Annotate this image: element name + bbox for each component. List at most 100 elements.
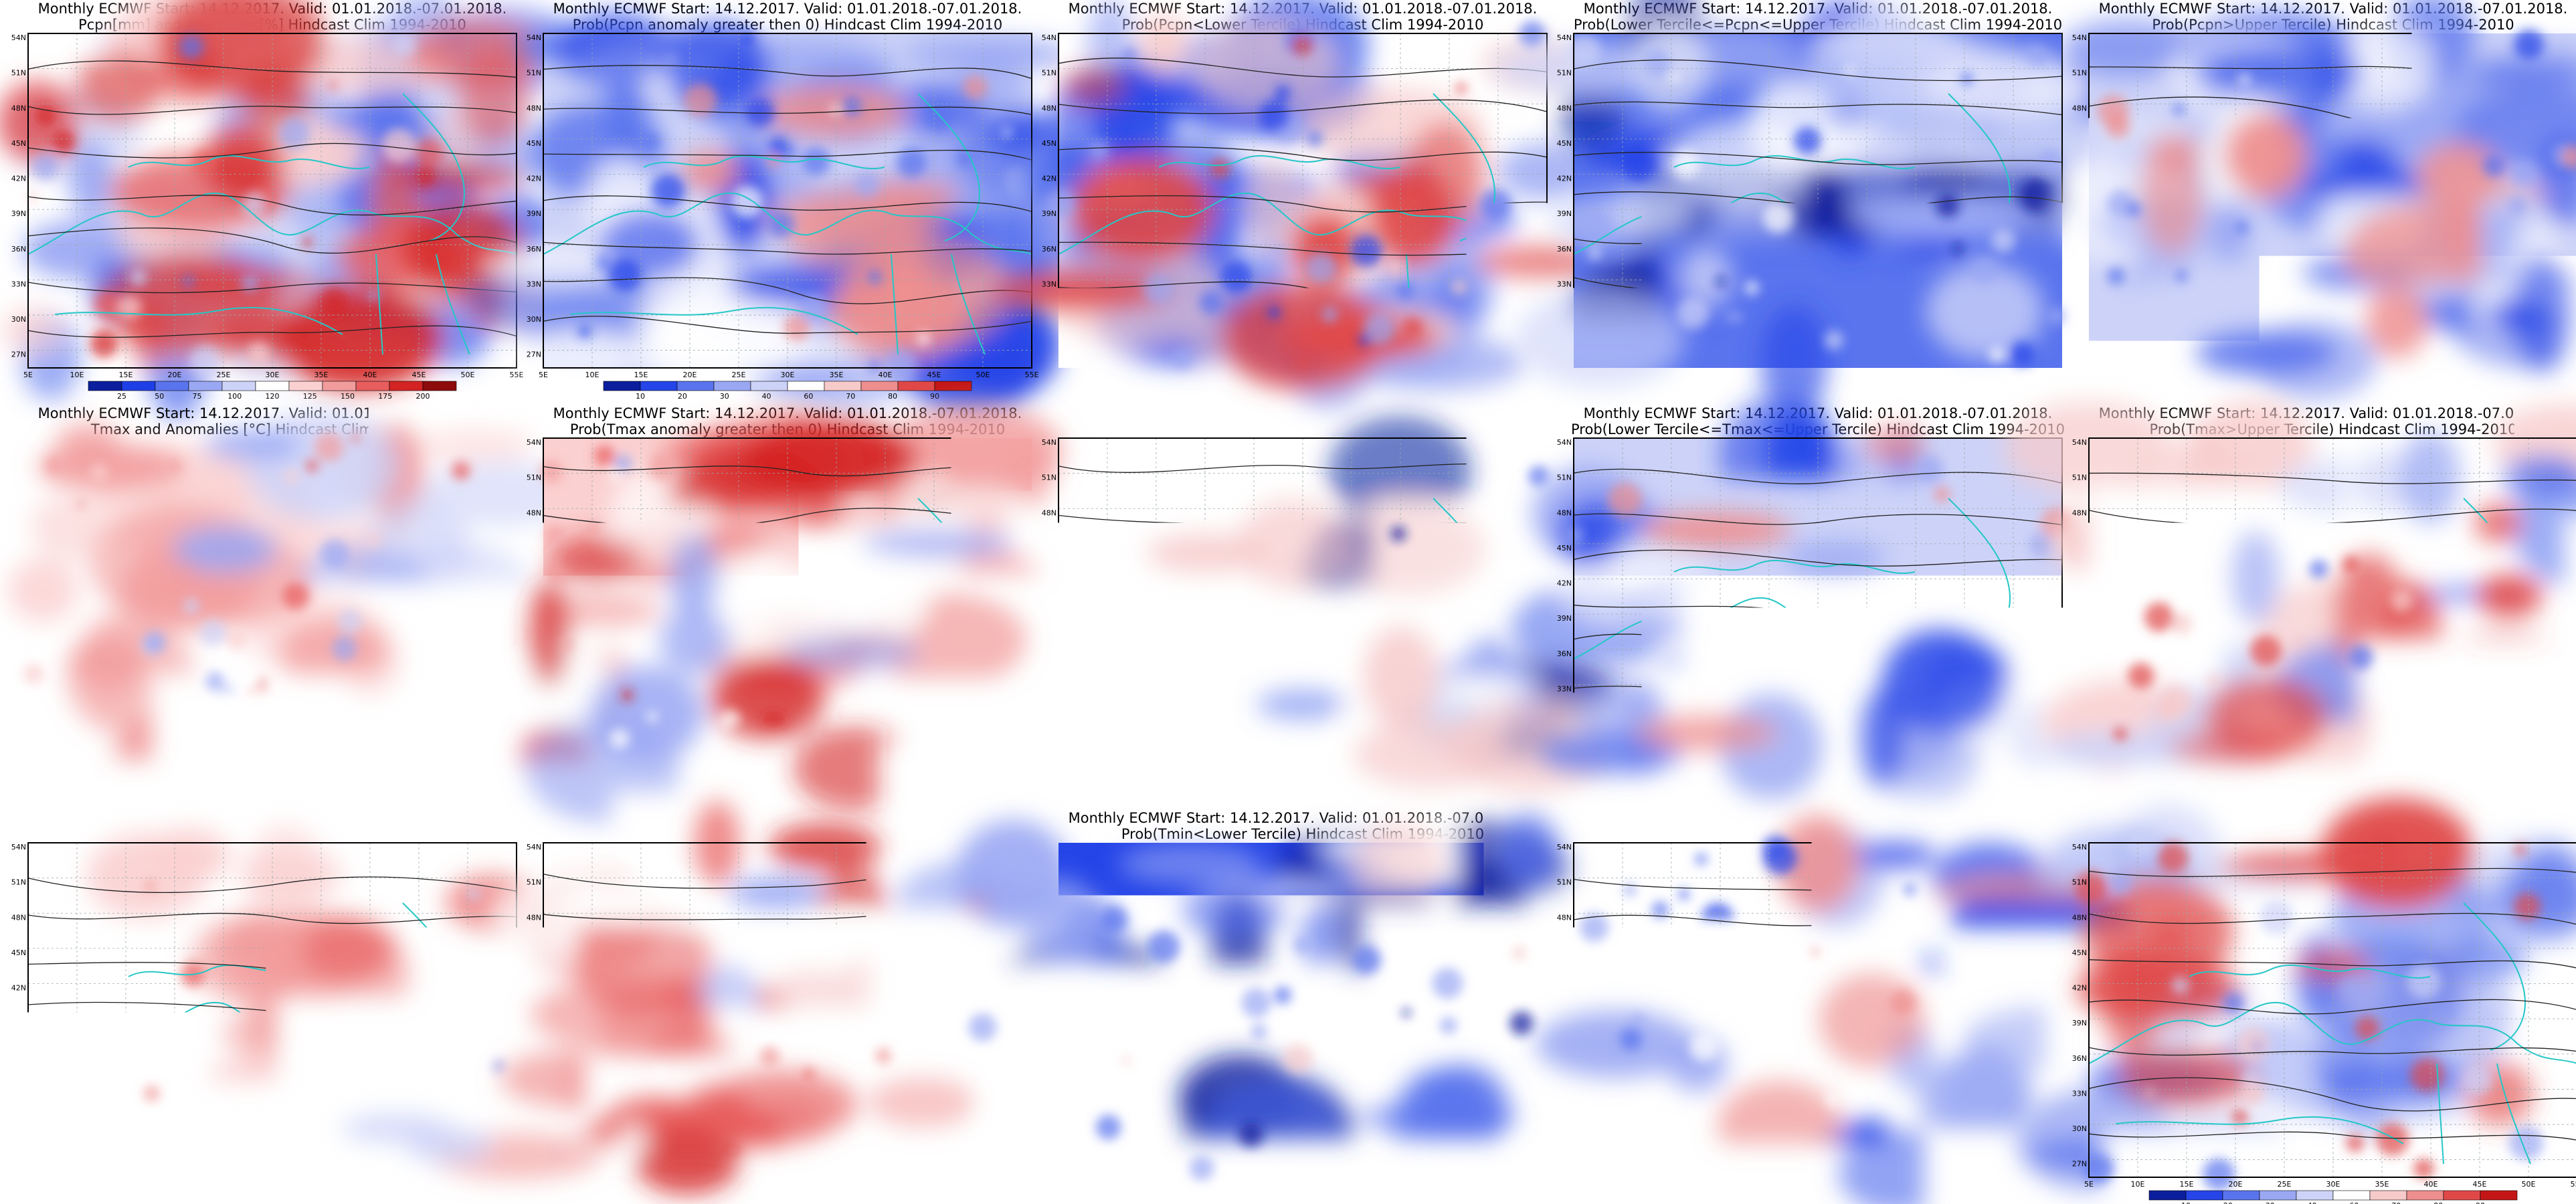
lat-tick-label: 33N: [1557, 684, 1572, 693]
colorbar-label: 30: [1750, 392, 1760, 401]
lon-tick-label: 10E: [70, 1180, 84, 1189]
colorbar-label: 200: [416, 392, 430, 401]
lat-tick-label: 51N: [527, 474, 541, 482]
colorbar-swatch: [1340, 786, 1376, 795]
lat-tick-label: 45N: [1042, 139, 1056, 148]
colorbar-swatch: [1744, 381, 1781, 391]
colorbar-label: 90: [1445, 1201, 1455, 1204]
lat-tick-label: 27N: [1042, 755, 1056, 764]
lat-tick-label: 30N: [2072, 720, 2087, 728]
lon-tick-label: 25E: [217, 775, 231, 784]
colorbar-swatch: [356, 1191, 389, 1200]
colorbar-swatch: [1413, 381, 1450, 391]
colorbar-swatch: [2223, 1191, 2260, 1200]
colorbar-label: 90: [930, 392, 939, 401]
lat-tick-label: 54N: [2072, 438, 2087, 447]
lon-tick-label: 50E: [461, 371, 475, 379]
colorbar-swatch: [2149, 381, 2186, 391]
colorbar-label: 10: [1666, 392, 1675, 401]
colorbar-label: 80: [888, 1201, 897, 1204]
lat-tick-label: 54N: [527, 843, 541, 851]
colorbar-swatch: [256, 786, 289, 795]
colorbar-swatch: [898, 381, 935, 391]
colorbar-swatch: [1303, 1191, 1340, 1200]
colorbar-swatch: [1156, 1191, 1192, 1200]
lon-tick-label: 45E: [927, 371, 941, 379]
lon-tick-label: 40E: [2424, 775, 2438, 784]
colorbar-swatch: [1376, 381, 1413, 391]
lat-tick-label: 48N: [527, 508, 541, 517]
lat-tick-label: 54N: [1042, 438, 1056, 447]
lon-tick-label: 40E: [1909, 371, 1923, 379]
lat-tick-label: 33N: [1557, 1089, 1572, 1098]
lon-tick-label: 35E: [314, 371, 329, 379]
colorbar-swatch: [1340, 1191, 1376, 1200]
colorbar-label: 80: [1918, 392, 1928, 401]
colorbar-swatch: [423, 381, 456, 391]
lon-tick-label: 20E: [168, 1180, 182, 1189]
lon-tick-label: 20E: [1198, 371, 1212, 379]
colorbar-label: 40: [762, 797, 771, 805]
colorbar-swatch: [1266, 381, 1303, 391]
lat-tick-label: 36N: [527, 245, 541, 254]
map-panel-r3c2: Monthly ECMWF Start: 14.12.2017. Valid: …: [489, 800, 1091, 1204]
lat-tick-label: 51N: [1557, 69, 1572, 78]
lat-tick-label: 48N: [11, 104, 26, 112]
colorbar-swatch: [1192, 381, 1229, 391]
lon-tick-label: 10E: [585, 371, 600, 379]
colorbar-label: 60: [2349, 392, 2359, 401]
colorbar-swatch: [604, 1191, 640, 1200]
colorbar-label: 20: [1708, 392, 1718, 401]
lat-tick-label: 36N: [1042, 245, 1056, 254]
colorbar-swatch: [1340, 381, 1376, 391]
colorbar-swatch: [2444, 786, 2480, 795]
map-area: [0, 808, 600, 1204]
colorbar-swatch: [1708, 786, 1744, 795]
lon-tick-label: 30E: [781, 371, 795, 379]
colorbar-label: 40: [1277, 1201, 1287, 1204]
lat-tick-label: 51N: [527, 69, 541, 78]
lat-tick-label: 36N: [1557, 245, 1572, 254]
colorbar-swatch: [155, 786, 189, 795]
lat-tick-label: 30N: [1042, 1124, 1056, 1133]
lon-tick-label: 40E: [1394, 1180, 1408, 1189]
colorbar-label: 90: [1445, 392, 1455, 401]
colorbar-label: 10: [1151, 797, 1160, 805]
colorbar-label: 40: [762, 392, 771, 401]
colorbar-label: 30: [1750, 1201, 1760, 1204]
lon-tick-label: 50E: [1491, 775, 1505, 784]
colorbar-swatch: [1192, 786, 1229, 795]
lon-tick-label: 50E: [461, 1180, 475, 1189]
map-title-line1: Monthly ECMWF Start: 14.12.2017. Valid: …: [1069, 405, 1538, 421]
lat-tick-label: 36N: [527, 1054, 541, 1063]
colorbar-swatch: [1818, 786, 1855, 795]
colorbar-swatch: [122, 786, 155, 795]
colorbar-label: 80: [888, 392, 897, 401]
colorbar-label: 60: [1319, 392, 1328, 401]
lat-tick-label: 42N: [2072, 984, 2087, 993]
colorbar-label: 40: [2308, 392, 2317, 401]
colorbar-swatch: [1928, 786, 1965, 795]
colorbar-swatch: [222, 786, 256, 795]
lon-tick-label: 25E: [1247, 775, 1261, 784]
colorbar-label: 0.5: [280, 797, 292, 805]
lon-tick-label: 5E: [1054, 371, 1063, 379]
colorbar-swatch: [1671, 1191, 1708, 1200]
colorbar-swatch: [861, 786, 898, 795]
lat-tick-label: 54N: [527, 438, 541, 447]
lat-tick-label: 27N: [1557, 1160, 1572, 1169]
colorbar-label: 70: [2391, 1201, 2401, 1204]
lat-tick-label: 45N: [527, 948, 541, 957]
colorbar-label: 60: [1319, 1201, 1328, 1204]
lat-tick-label: 42N: [1042, 984, 1056, 993]
colorbar-label: 30: [1750, 797, 1760, 805]
map-title-line1: Monthly ECMWF Start: 14.12.2017. Valid: …: [553, 810, 1022, 826]
lon-tick-label: 55E: [1025, 371, 1039, 379]
colorbar: 25 50 75 100 120 125 150 175 200: [88, 381, 456, 401]
lon-tick-label: 25E: [2278, 1180, 2292, 1189]
colorbar-label: 70: [1876, 797, 1885, 805]
colorbar-swatch: [1634, 1191, 1671, 1200]
lat-tick-label: 39N: [11, 614, 26, 623]
lon-tick-label: 30E: [1296, 775, 1310, 784]
colorbar-label: 120: [266, 392, 280, 401]
